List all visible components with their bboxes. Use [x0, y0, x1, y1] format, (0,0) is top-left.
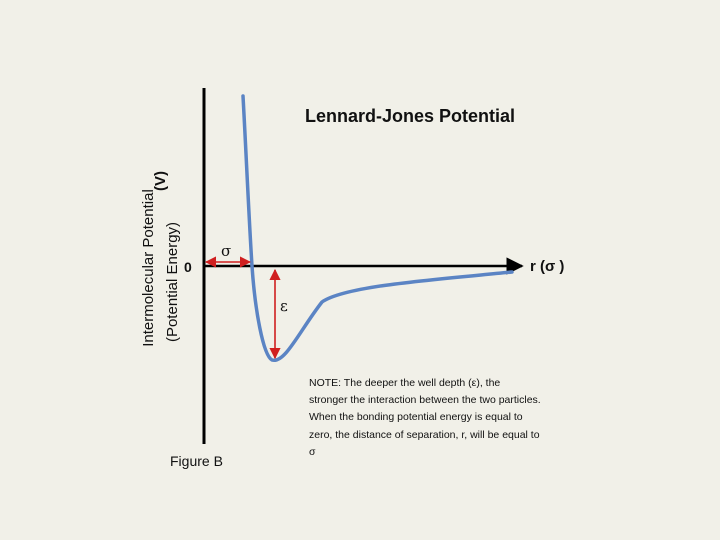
x-axis-label: r (σ ) — [530, 258, 564, 275]
y-axis-label: Intermolecular Potential (Potential Ener… — [140, 171, 181, 347]
epsilon-label: ε — [280, 297, 288, 315]
note-text: NOTE: The deeper the well depth (ε), the… — [309, 377, 541, 458]
sigma-label: σ — [221, 242, 231, 260]
y-axis-label-line2: (Potential Energy) — [164, 222, 181, 342]
figure-label: Figure B — [170, 453, 223, 469]
y-zero-label: 0 — [184, 259, 192, 275]
chart-title: Lennard-Jones Potential — [305, 106, 515, 126]
y-axis-label-line1: Intermolecular Potential — [140, 189, 157, 347]
y-axis-label-symbol: (V) — [152, 171, 169, 191]
potential-curve — [241, 94, 514, 362]
